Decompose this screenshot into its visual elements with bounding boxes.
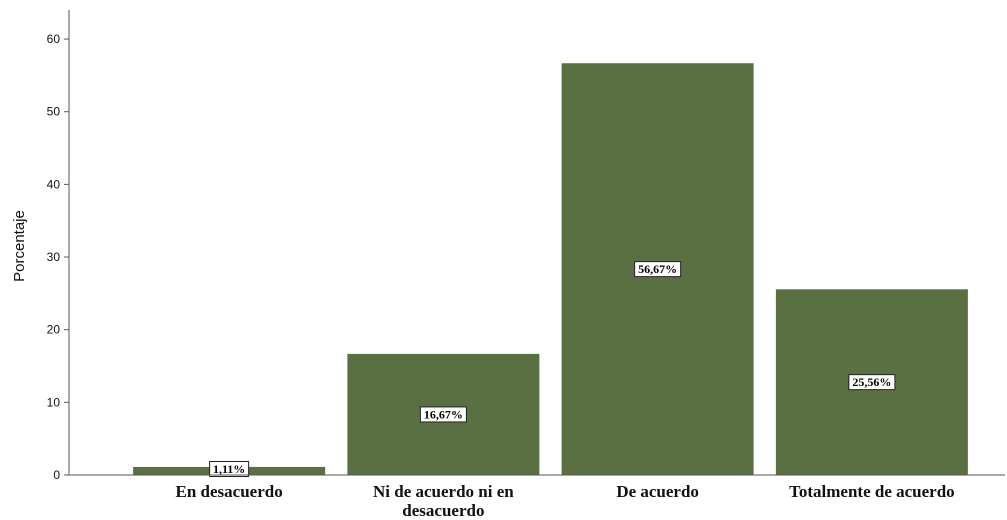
x-labels: En desacuerdo Ni de acuerdo ni en desacuer… [176,482,955,520]
y-ticks: 0 10 20 30 40 50 60 [47,32,69,482]
data-label: 25,56% [852,375,891,389]
y-tick-label: 30 [47,250,61,264]
data-labels: 1,11% 16,67% 56,67% 25,56% [209,261,896,477]
y-axis-label: Porcentaje [11,210,28,282]
x-category-label-line: Ni de acuerdo ni en [373,482,514,501]
data-label-box [634,261,682,278]
y-tick-label: 0 [53,468,60,482]
y-tick-label: 60 [47,32,61,46]
y-tick-label: 40 [47,177,61,191]
data-label: 1,11% [213,462,245,476]
data-label: 56,67% [638,262,677,276]
x-category-label-line: desacuerdo [402,501,484,520]
x-category-label: Totalmente de acuerdo [789,482,955,501]
data-label: 16,67% [424,407,463,421]
data-label-box [419,406,467,423]
data-label-box [209,461,250,477]
data-label-box [848,374,896,391]
y-tick-label: 10 [47,395,61,409]
y-tick-label: 50 [47,105,61,119]
y-tick-label: 20 [47,323,61,337]
x-category-label-line: De acuerdo [616,482,699,501]
x-category-label: En desacuerdo [176,482,283,501]
x-category-label-line: En desacuerdo [176,482,283,501]
x-category-label: De acuerdo [616,482,699,501]
x-category-label-line: Totalmente de acuerdo [789,482,955,501]
x-category-label: Ni de acuerdo ni en desacuerdo [373,482,514,520]
bars [133,63,968,476]
